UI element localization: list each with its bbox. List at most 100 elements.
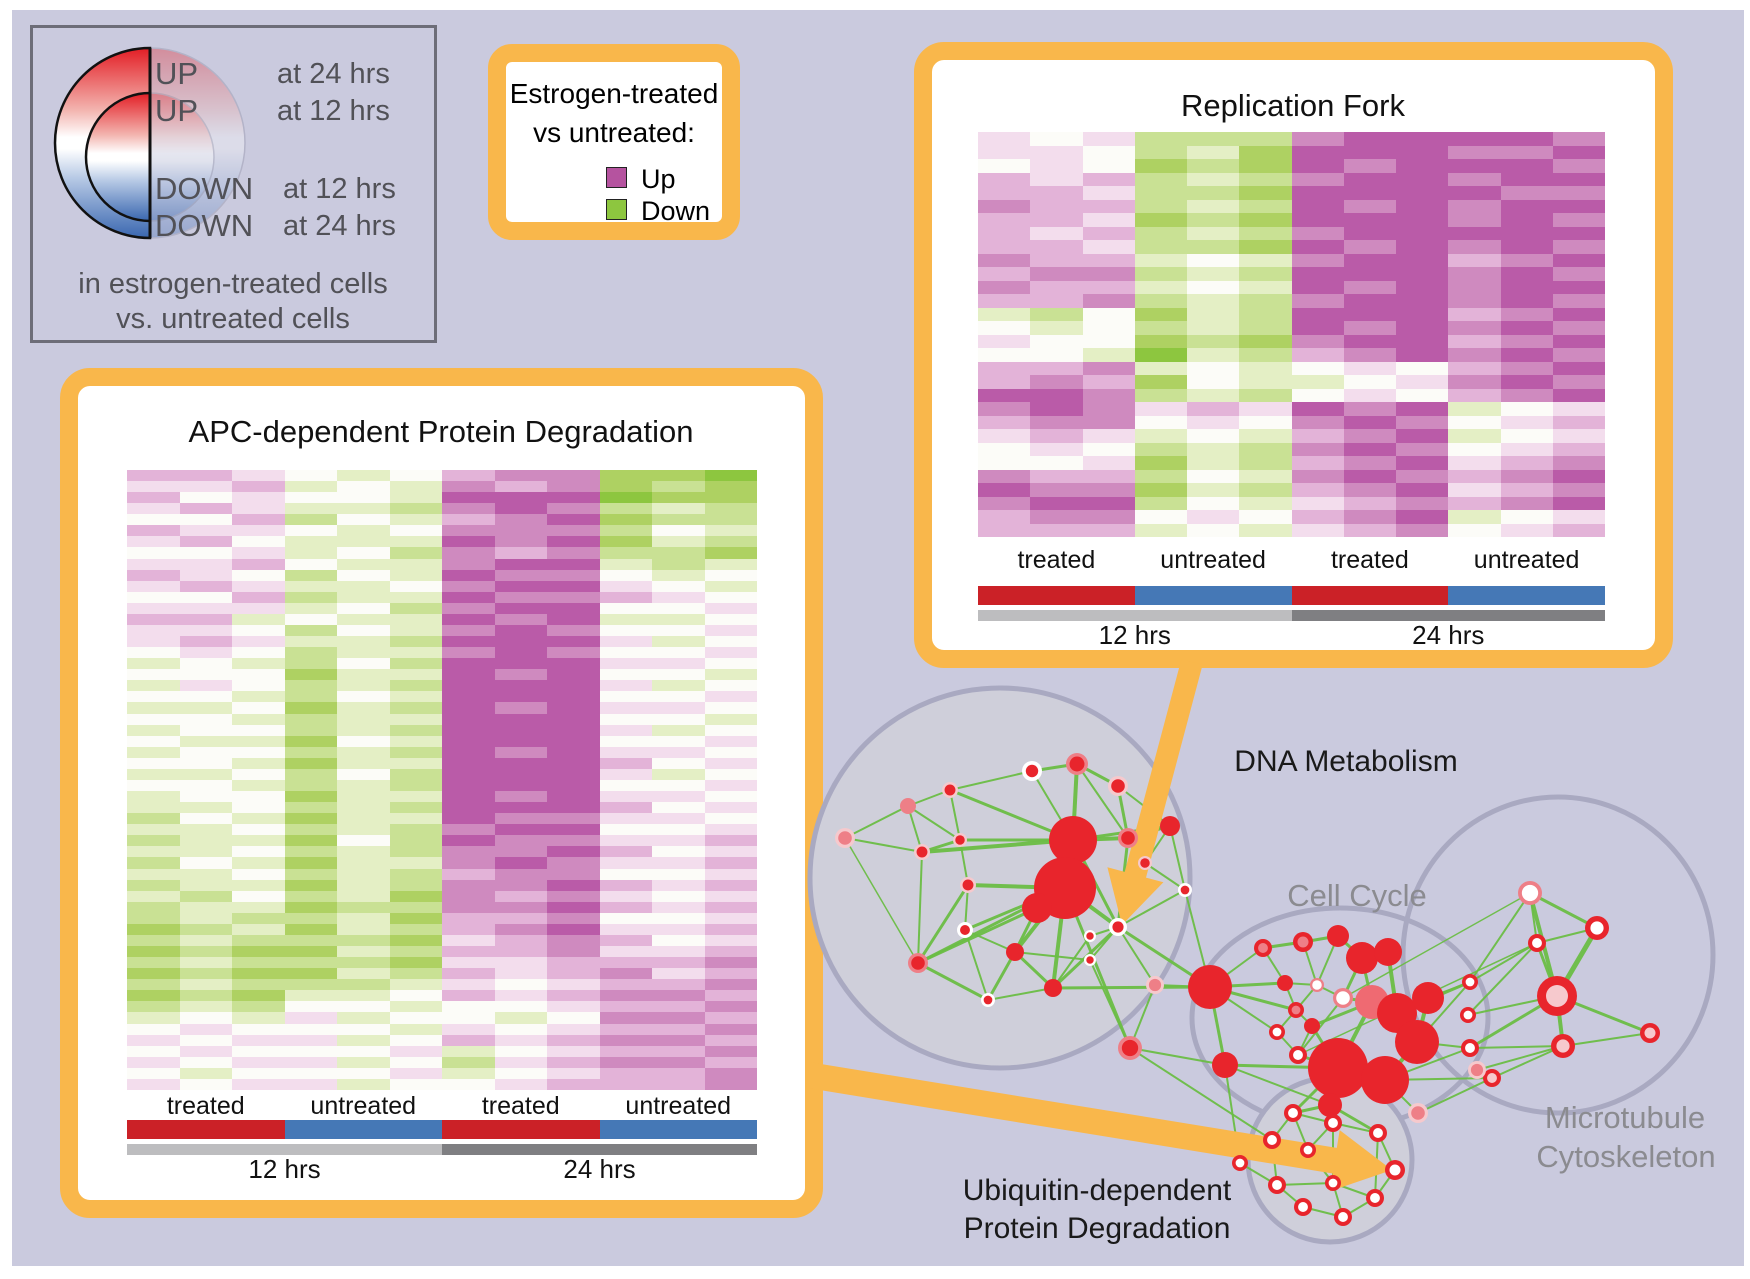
heatmap-cell [1134, 483, 1187, 497]
heatmap-cell [337, 868, 390, 880]
heatmap-cell [389, 835, 442, 847]
up-color-swatch [606, 167, 627, 188]
heatmap-cell [494, 1001, 547, 1013]
heatmap-cell [127, 835, 180, 847]
heatmap-cell [978, 442, 1031, 456]
heatmap-cell [599, 481, 652, 493]
heatmap-cell [494, 1023, 547, 1035]
heatmap-cell [1396, 199, 1449, 213]
heatmap-cell [978, 132, 1031, 146]
heatmap-cell [978, 388, 1031, 402]
heatmap-cell [442, 658, 495, 670]
heatmap-cell [389, 979, 442, 991]
heatmap-cell [232, 1012, 285, 1024]
heatmap-cell [1082, 132, 1135, 146]
heatmap-cell [494, 890, 547, 902]
heatmap-cell [232, 901, 285, 913]
heatmap-cell [1500, 415, 1553, 429]
heatmap-cell [1082, 415, 1135, 429]
heatmap-cell [284, 647, 337, 659]
heatmap-cell [1239, 253, 1292, 267]
heatmap-cell [179, 680, 232, 692]
heatmap-cell [1030, 307, 1083, 321]
heatmap-cell [232, 636, 285, 648]
heatmap-cell [442, 746, 495, 758]
heatmap-cell [442, 624, 495, 637]
replication_fork-group-label: treated [1017, 546, 1096, 574]
heatmap-cell [652, 890, 705, 902]
heatmap-cell [1134, 213, 1187, 227]
heatmap-cell [547, 957, 600, 969]
heatmap-cell [337, 1067, 390, 1079]
heatmap-cell [1030, 523, 1083, 537]
heatmap-cell [1187, 469, 1240, 483]
heatmap-cell [704, 514, 757, 526]
heatmap-cell [599, 591, 652, 603]
heatmap-cell [652, 1034, 705, 1046]
heatmap-cell [1030, 442, 1083, 456]
heatmap-cell [652, 879, 705, 891]
heatmap-cell [704, 957, 757, 969]
heatmap-cell [389, 802, 442, 814]
heatmap-cell [389, 890, 442, 902]
heatmap-cell [704, 779, 757, 792]
heatmap-cell [1396, 172, 1449, 186]
heatmap-cell [1030, 321, 1083, 335]
heatmap-cell [389, 735, 442, 747]
heatmap-cell [1187, 415, 1240, 429]
heatmap-cell [284, 580, 337, 592]
replication_fork-time-bar [978, 610, 1292, 621]
heatmap-cell [547, 547, 600, 559]
heatmap-cell [599, 514, 652, 526]
heatmap-cell [179, 724, 232, 736]
heatmap-cell [1187, 199, 1240, 213]
heatmap-cell [599, 957, 652, 969]
heatmap-cell [1187, 429, 1240, 443]
heatmap-cell [1396, 213, 1449, 227]
heatmap-cell [1030, 469, 1083, 483]
heatmap-cell [1396, 145, 1449, 159]
heatmap-cell [547, 768, 600, 780]
heatmap-cell [1448, 280, 1501, 294]
heatmap-cell [389, 702, 442, 714]
heatmap-cell [1500, 402, 1553, 416]
heatmap-cell [704, 835, 757, 847]
heatmap-cell [284, 746, 337, 758]
heatmap-cell [1343, 159, 1396, 173]
heatmap-cell [1187, 496, 1240, 510]
heatmap-cell [547, 713, 600, 725]
heatmap-cell [1448, 307, 1501, 321]
heatmap-cell [337, 669, 390, 681]
heatmap-cell [442, 1045, 495, 1057]
heatmap-cell [389, 569, 442, 581]
heatmap-cell [442, 768, 495, 780]
heatmap-cell [652, 934, 705, 947]
heatmap-cell [1448, 348, 1501, 362]
heatmap-cell [652, 713, 705, 725]
replication_fork-group-label: untreated [1473, 546, 1580, 574]
heatmap-cell [547, 835, 600, 847]
heatmap-cell [127, 879, 180, 891]
heatmap-cell [1291, 375, 1344, 389]
heatmap-cell [127, 1034, 180, 1046]
heatmap-cell [442, 1056, 495, 1068]
heatmap-cell [232, 724, 285, 736]
heatmap-cell [232, 470, 285, 482]
heatmap-cell [1239, 199, 1292, 213]
heatmap-cell [599, 912, 652, 924]
heatmap-cell [599, 613, 652, 625]
heatmap-cell [389, 1045, 442, 1057]
heatmap-cell [704, 658, 757, 670]
heatmap-cell [599, 492, 652, 504]
heatmap-cell [442, 591, 495, 603]
heatmap-cell [652, 547, 705, 559]
heatmap-cell [284, 569, 337, 581]
replication_fork-group-label: untreated [1160, 546, 1266, 574]
heatmap-cell [704, 558, 757, 570]
heatmap-cell [232, 1078, 285, 1090]
heatmap-cell [1343, 523, 1396, 537]
heatmap-cell [599, 1023, 652, 1035]
heatmap-cell [179, 802, 232, 814]
heatmap-cell [1552, 496, 1605, 510]
heatmap-cell [179, 879, 232, 891]
